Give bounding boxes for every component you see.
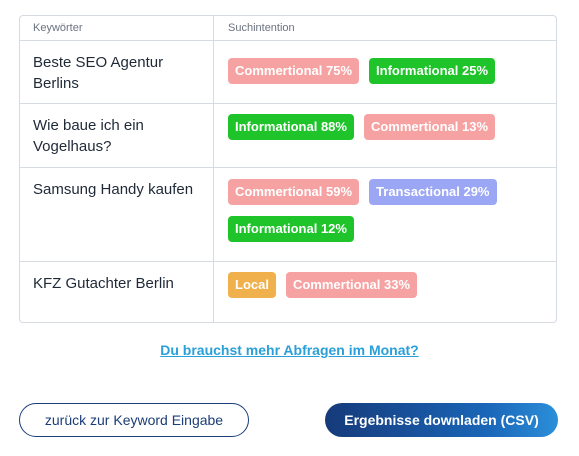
- intent-badge-informational: Informational 25%: [369, 58, 496, 84]
- keyword-cell: Samsung Handy kaufen: [20, 168, 214, 261]
- intent-cell: Local Commertional 33%: [214, 262, 556, 322]
- back-to-keyword-input-button[interactable]: zurück zur Keyword Eingabe: [19, 403, 249, 437]
- table-header: Keywörter Suchintention: [20, 16, 556, 41]
- intent-badge-informational: Informational 88%: [228, 114, 354, 140]
- download-csv-button[interactable]: Ergebnisse downladen (CSV): [325, 403, 558, 437]
- keyword-cell: Beste SEO Agentur Berlins: [20, 41, 214, 103]
- table-row: KFZ Gutachter Berlin Local Commertional …: [20, 262, 556, 322]
- keyword-cell: Wie baue ich ein Vogelhaus?: [20, 104, 214, 167]
- keyword-cell: KFZ Gutachter Berlin: [20, 262, 214, 322]
- intent-cell: Commertional 75% Informational 25%: [214, 41, 556, 103]
- intent-badge-local: Local: [228, 272, 276, 298]
- intent-cell: Commertional 59% Transactional 29% Infor…: [214, 168, 556, 261]
- intent-badge-commertional: Commertional 75%: [228, 58, 360, 84]
- table-row: Wie baue ich ein Vogelhaus? Informationa…: [20, 104, 556, 168]
- intent-badge-transactional: Transactional 29%: [369, 179, 497, 205]
- table-row: Beste SEO Agentur Berlins Commertional 7…: [20, 41, 556, 104]
- more-queries-link[interactable]: Du brauchst mehr Abfragen im Monat?: [160, 342, 419, 358]
- results-table: Keywörter Suchintention Beste SEO Agentu…: [19, 15, 557, 323]
- intent-badge-commertional: Commertional 13%: [363, 114, 496, 140]
- table-row: Samsung Handy kaufen Commertional 59% Tr…: [20, 168, 556, 262]
- intent-badge-commertional: Commertional 33%: [285, 272, 418, 298]
- column-header-keywords: Keywörter: [20, 16, 214, 40]
- column-header-search-intent: Suchintention: [228, 22, 295, 34]
- intent-cell: Informational 88% Commertional 13%: [214, 104, 556, 167]
- intent-badge-informational: Informational 12%: [228, 216, 354, 242]
- intent-badge-commertional: Commertional 59%: [228, 179, 360, 205]
